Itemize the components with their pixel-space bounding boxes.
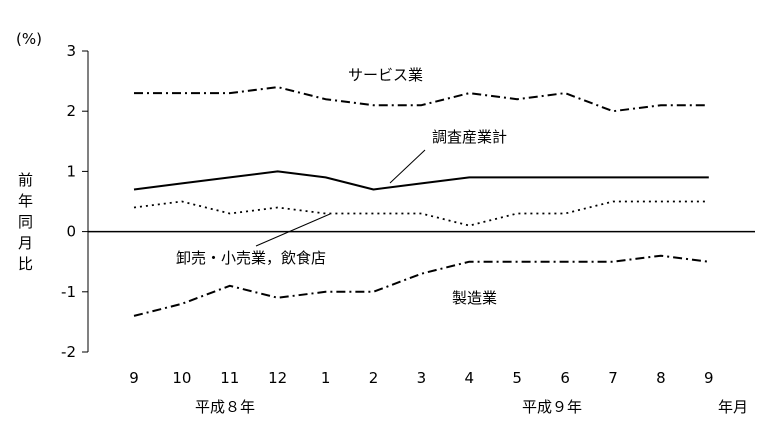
x-tick-label: 6 — [560, 369, 570, 387]
x-tick-label: 5 — [512, 369, 522, 387]
x-tick-label: 4 — [465, 369, 475, 387]
series-label-services: サービス業 — [348, 66, 423, 84]
x-tick-label: 10 — [172, 369, 191, 387]
x-tick-label: 7 — [608, 369, 618, 387]
series-line-3 — [133, 254, 709, 317]
x-tick-label: 9 — [129, 369, 139, 387]
ylabel-char: 前 — [18, 171, 33, 189]
leader-line-total — [389, 149, 426, 184]
ylabel-char: 月 — [18, 234, 33, 252]
y-tick-label: 3 — [66, 42, 76, 60]
x-tick-label: 9 — [704, 369, 714, 387]
y-tick-label: 0 — [66, 223, 76, 241]
x-axis-unit-label: 年月 — [718, 398, 748, 416]
series-line-0 — [134, 86, 709, 113]
series-line-1 — [133, 170, 709, 191]
ylabel-char: 同 — [18, 213, 33, 231]
x-tick-label: 11 — [220, 369, 239, 387]
y-tick-label: 1 — [66, 162, 76, 180]
series-label-wholesale: 卸売・小売業，飲食店 — [176, 249, 326, 267]
x-tick-label: 1 — [321, 369, 331, 387]
series-label-total: 調査産業計 — [432, 128, 507, 146]
ylabel-char: 年 — [18, 192, 33, 210]
y-tick-label: -1 — [61, 283, 76, 301]
year-label-h9: 平成９年 — [522, 398, 582, 416]
leader-line-wholesale — [255, 213, 331, 247]
x-tick-label: 8 — [656, 369, 666, 387]
series-label-manufacturing: 製造業 — [452, 289, 497, 307]
y-tick-label: 2 — [66, 102, 76, 120]
series-line-2 — [133, 200, 709, 227]
year-label-h8: 平成８年 — [195, 398, 255, 416]
y-tick-label: -2 — [61, 343, 76, 361]
ylabel-char: 比 — [18, 255, 33, 273]
unit-label: (%) — [16, 30, 42, 48]
x-tick-label: 12 — [268, 369, 287, 387]
x-tick-label: 2 — [369, 369, 379, 387]
x-tick-label: 3 — [417, 369, 427, 387]
